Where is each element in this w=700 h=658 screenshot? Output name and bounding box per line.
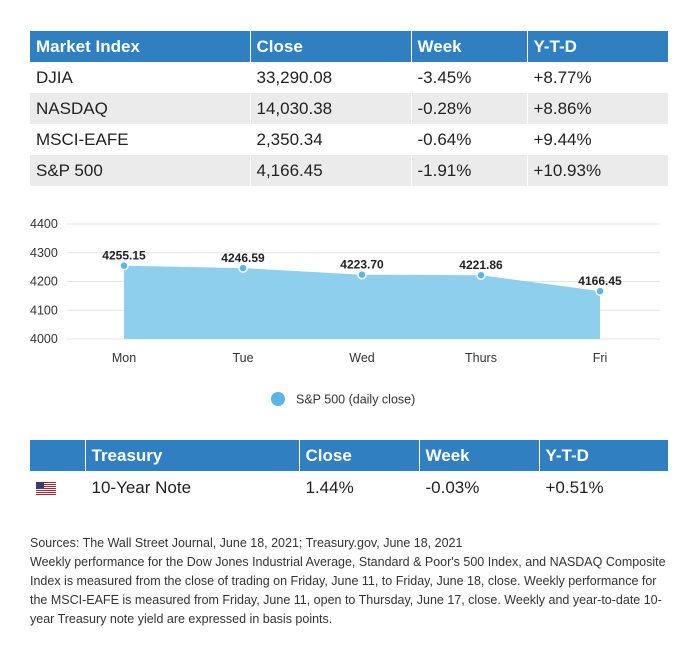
treasury-table-header-row: Treasury Close Week Y-T-D: [30, 440, 668, 471]
data-point: [357, 269, 367, 280]
header-week: Week: [419, 440, 540, 471]
index-name: NASDAQ: [30, 93, 251, 124]
header-market-index: Market Index: [30, 31, 251, 62]
index-week: -0.64%: [411, 124, 528, 155]
data-label: 4255.15: [102, 249, 146, 263]
treasury-close: 1.44%: [299, 471, 420, 504]
sp500-area-chart: 4000 4100 4200 4300 4400 4255.15 4246.59 4223.…: [30, 217, 660, 407]
data-labels: 4255.15 4246.59 4223.70 4221.86 4166.45: [102, 249, 622, 289]
legend-label: S&P 500 (daily close): [296, 393, 415, 407]
methodology-note: Weekly performance for the Dow Jones Ind…: [30, 555, 666, 626]
table-row-10-year-note: 10-Year Note 1.44% -0.03% +0.51%: [30, 471, 668, 504]
x-tick-label: Fri: [593, 351, 608, 365]
header-ytd: Y-T-D: [539, 440, 668, 471]
treasury-ytd: +0.51%: [545, 477, 604, 497]
sources-note: Sources: The Wall Street Journal, June 1…: [30, 536, 463, 550]
index-close: 2,350.34: [250, 124, 412, 155]
y-axis-ticks: 4000 4100 4200 4300 4400: [30, 217, 58, 346]
treasury-week: -0.03%: [419, 471, 540, 504]
index-ytd: +8.77%: [527, 62, 668, 93]
index-close: 14,030.38: [250, 93, 412, 124]
header-ytd: Y-T-D: [527, 31, 668, 62]
market-index-table: Market Index Close Week Y-T-D DJIA 33,29…: [30, 31, 668, 186]
index-name: MSCI-EAFE: [30, 124, 251, 155]
data-label: 4166.45: [578, 274, 622, 288]
y-tick-label: 4300: [30, 246, 58, 260]
data-label: 4221.86: [459, 258, 503, 272]
us-flag-icon: [36, 481, 56, 495]
index-close: 33,290.08: [250, 62, 412, 93]
x-tick-label: Mon: [112, 351, 136, 365]
table-row-msci-eafe: MSCI-EAFE 2,350.34 -0.64% +9.44%: [30, 124, 668, 155]
data-points: [119, 260, 605, 296]
y-tick-label: 4200: [30, 275, 58, 289]
index-close: 4,166.45: [250, 155, 412, 186]
treasury-table: Treasury Close Week Y-T-D 10-: [30, 440, 668, 504]
index-ytd: +9.44%: [527, 124, 668, 155]
data-point: [595, 286, 605, 296]
header-close: Close: [250, 31, 412, 62]
x-tick-label: Tue: [232, 351, 253, 365]
y-tick-label: 4000: [30, 332, 58, 346]
y-tick-label: 4400: [30, 217, 58, 231]
legend-swatch-icon: [271, 392, 285, 406]
footnotes: Sources: The Wall Street Journal, June 1…: [30, 534, 670, 629]
index-name: DJIA: [30, 62, 251, 93]
header-treasury: Treasury: [85, 440, 300, 471]
market-table-header-row: Market Index Close Week Y-T-D: [30, 31, 668, 62]
data-label: 4246.59: [221, 251, 265, 265]
flag-cell: [30, 471, 86, 504]
table-row-sp500: S&P 500 4,166.45 -1.91% +10.93%: [30, 155, 668, 186]
table-row-djia: DJIA 33,290.08 -3.45% +8.77%: [30, 62, 668, 93]
x-tick-label: Thurs: [465, 351, 497, 365]
data-label: 4223.70: [340, 258, 384, 272]
table-row-nasdaq: NASDAQ 14,030.38 -0.28% +8.86%: [30, 93, 668, 124]
x-tick-label: Wed: [349, 351, 375, 365]
y-tick-label: 4100: [30, 303, 58, 317]
header-week: Week: [411, 31, 528, 62]
data-point: [119, 260, 129, 271]
header-flag: [30, 440, 86, 471]
treasury-name: 10-Year Note: [85, 471, 300, 504]
area-series-fill: [124, 265, 600, 339]
data-point: [238, 263, 248, 273]
index-ytd: +10.93%: [527, 155, 668, 186]
index-week: -3.45%: [411, 62, 528, 93]
index-name: S&P 500: [30, 155, 251, 186]
index-week: -0.28%: [411, 93, 528, 124]
index-ytd: +8.86%: [527, 93, 668, 124]
chart-legend: S&P 500 (daily close): [271, 392, 415, 407]
index-week: -1.91%: [411, 155, 528, 186]
data-point: [476, 270, 486, 280]
x-axis-ticks: Mon Tue Wed Thurs Fri: [112, 351, 607, 365]
header-close: Close: [299, 440, 420, 471]
